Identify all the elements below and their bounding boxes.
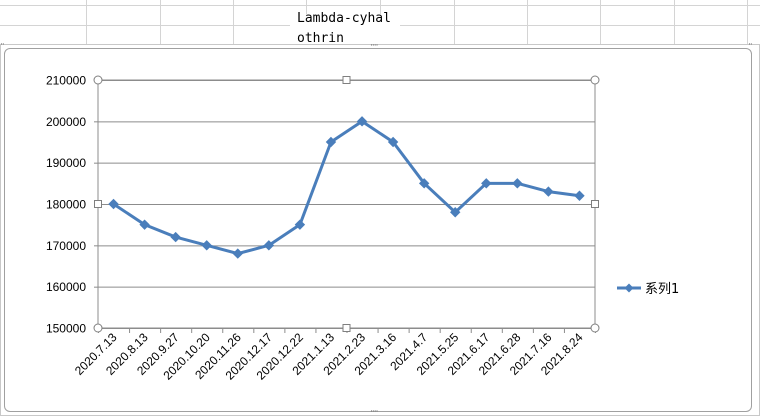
data-point-marker xyxy=(450,207,461,218)
legend-marker xyxy=(624,283,634,293)
plot-selection-handles xyxy=(93,75,600,333)
series-layer xyxy=(108,116,585,259)
y-tick-label: 200000 xyxy=(46,115,86,129)
corner-handle-top-right[interactable]: ·· xyxy=(748,40,753,50)
y-tick-label: 160000 xyxy=(46,280,86,294)
data-point-marker xyxy=(201,240,212,251)
plot-corner-handle xyxy=(590,323,600,333)
data-point-marker xyxy=(418,178,430,189)
data-point-marker xyxy=(574,190,585,201)
chart-area[interactable] xyxy=(4,48,752,412)
gridlines xyxy=(94,79,596,329)
data-point-marker xyxy=(481,178,492,189)
y-axis-ticks: 150000 160000 170000 180000 190000 200000 2100… xyxy=(46,74,86,336)
data-point-marker xyxy=(139,219,150,230)
plot-side-handle xyxy=(94,200,102,208)
data-point-marker xyxy=(263,240,275,251)
plot-side-handle xyxy=(342,324,351,332)
y-tick-label: 170000 xyxy=(46,239,86,253)
plot-corner-handle xyxy=(93,75,103,85)
y-tick-label: 210000 xyxy=(46,74,86,88)
plot-corner-handle xyxy=(590,75,600,85)
y-tick-label: 150000 xyxy=(46,322,86,336)
sheet-cell-title[interactable]: Lambda-cyhalothrin xyxy=(297,11,391,46)
data-point-marker xyxy=(512,178,523,189)
legend-label: 系列1 xyxy=(645,282,679,297)
data-point-marker xyxy=(170,231,181,243)
corner-handle-top-left[interactable]: ·· xyxy=(0,40,5,50)
data-point-marker xyxy=(356,116,368,127)
legend: 系列1 xyxy=(617,282,679,297)
data-point-marker xyxy=(232,248,243,259)
plot-corner-handle xyxy=(93,323,103,333)
plot-side-handle xyxy=(591,200,599,208)
data-point-marker xyxy=(325,136,337,148)
series-line xyxy=(112,119,580,256)
data-point-marker xyxy=(387,136,399,148)
bottom-resize-handle[interactable]: ···· xyxy=(370,407,379,417)
y-tick-label: 180000 xyxy=(46,198,86,212)
data-point-marker xyxy=(294,219,306,230)
data-point-marker xyxy=(108,198,119,210)
y-tick-label: 190000 xyxy=(46,156,86,170)
x-axis-ticks: 2020.7.132020.8.132020.9.272020.10.20202… xyxy=(72,328,596,383)
top-resize-handle[interactable]: ···· xyxy=(370,41,379,51)
plot-side-handle xyxy=(342,76,351,84)
data-point-marker xyxy=(543,186,554,197)
